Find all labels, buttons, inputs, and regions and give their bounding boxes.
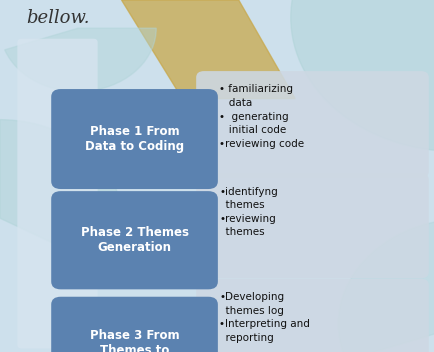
Circle shape — [291, 0, 434, 151]
Polygon shape — [122, 0, 295, 99]
Text: •Developing
  themes log
•Interpreting and
  reporting: •Developing themes log •Interpreting and… — [219, 292, 310, 343]
FancyBboxPatch shape — [51, 297, 218, 352]
FancyBboxPatch shape — [51, 89, 218, 189]
Text: •identifyng
  themes
•reviewing
  themes: •identifyng themes •reviewing themes — [219, 187, 278, 237]
FancyBboxPatch shape — [17, 39, 98, 348]
FancyBboxPatch shape — [51, 191, 218, 289]
Text: Phase 3 From
Themes to
Report: Phase 3 From Themes to Report — [90, 329, 179, 352]
Text: Phase 1 From
Data to Coding: Phase 1 From Data to Coding — [85, 125, 184, 153]
Text: Phase 2 Themes
Generation: Phase 2 Themes Generation — [81, 226, 188, 254]
Wedge shape — [0, 120, 122, 268]
FancyBboxPatch shape — [196, 173, 429, 278]
Wedge shape — [339, 220, 434, 352]
FancyBboxPatch shape — [196, 279, 429, 352]
Wedge shape — [5, 28, 156, 92]
FancyBboxPatch shape — [196, 71, 429, 178]
Text: bellow.: bellow. — [26, 9, 89, 27]
Text: • familiarizing
   data
•  generating
   initial code
•reviewing code: • familiarizing data • generating initia… — [219, 84, 304, 149]
